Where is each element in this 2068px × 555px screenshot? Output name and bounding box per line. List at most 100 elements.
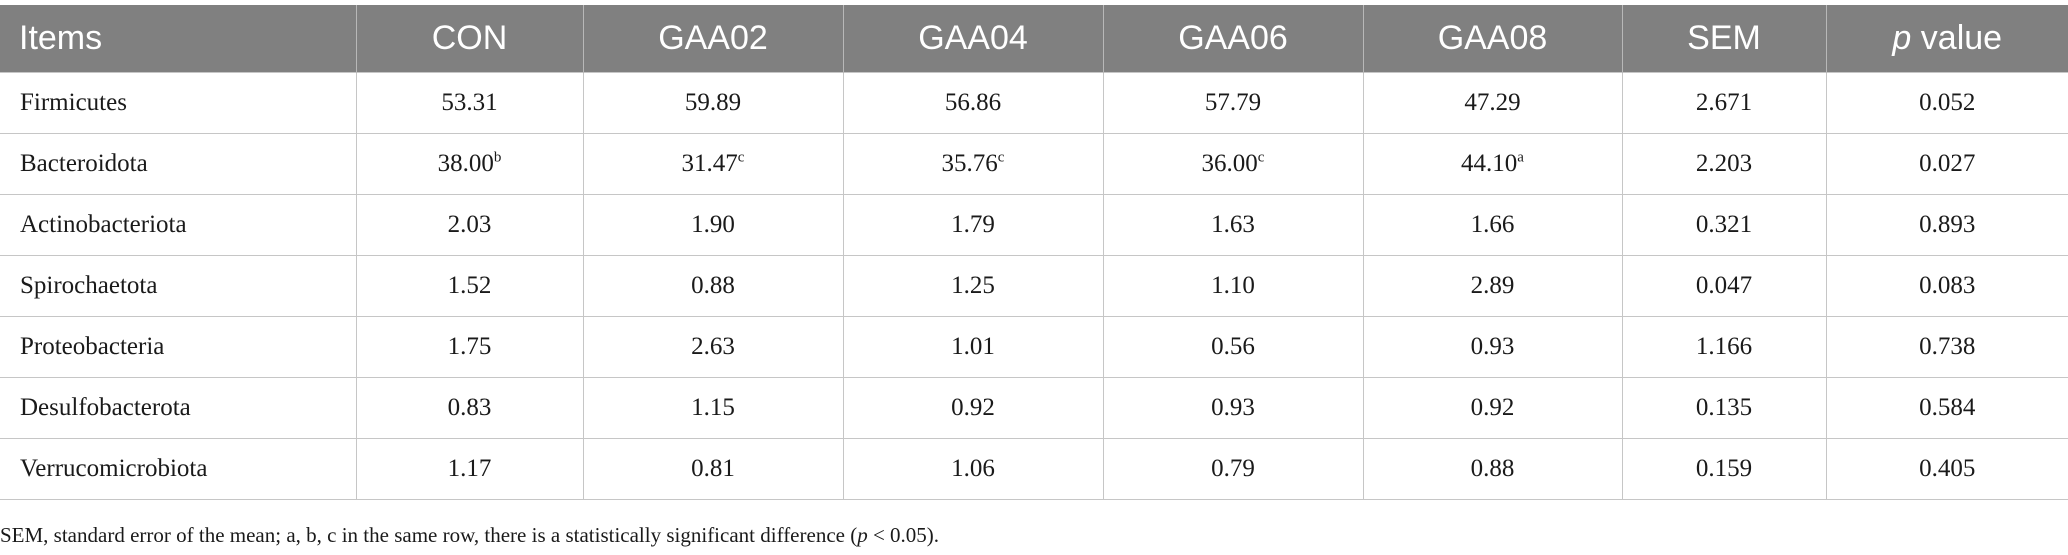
header-gaa02: GAA02 (582, 5, 843, 73)
cell-value: 57.79 (1204, 89, 1262, 116)
cell-value: 1.15 (691, 394, 735, 421)
cell-value: 1.25 (951, 272, 995, 299)
cell-gaa04: 1.06 (842, 438, 1103, 500)
table-container: Items CON GAA02 GAA04 GAA06 GAA08 SEM p … (0, 5, 2068, 500)
cell-gaa04: 1.25 (842, 255, 1103, 317)
row-label: Spirochaetota (0, 255, 356, 317)
cell-sem: 0.321 (1621, 194, 1826, 256)
cell-value: 0.88 (691, 272, 735, 299)
table-row: Desulfobacterota 0.83 1.15 0.92 0.93 0.92 0.13… (0, 377, 2068, 439)
table-row: Proteobacteria 1.75 2.63 1.01 0.56 0.93 1.166 0… (0, 316, 2068, 378)
cell-value: 1.75 (447, 333, 492, 360)
cell-value: 0.92 (951, 394, 995, 421)
cell-sem: 1.166 (1621, 316, 1826, 378)
cell-value: 2.203 (1695, 150, 1753, 177)
table-header-row: Items CON GAA02 GAA04 GAA06 GAA08 SEM p … (0, 5, 2068, 73)
header-p-value: p value (1825, 5, 2068, 73)
cell-gaa08: 0.92 (1362, 377, 1622, 439)
cell-value: 0.405 (1919, 455, 1976, 482)
cell-value: 53.31 (441, 89, 498, 116)
significance-letter: a (1517, 149, 1524, 166)
cell-value: 1.06 (951, 455, 995, 482)
cell-value: 0.83 (447, 394, 492, 421)
cell-value: 2.03 (447, 211, 492, 238)
cell-value: 1.79 (951, 211, 995, 238)
cell-value: 1.66 (1470, 211, 1515, 238)
table-row: Spirochaetota 1.52 0.88 1.25 1.10 2.89 0.047 0.… (0, 255, 2068, 317)
cell-p-value: 0.052 (1825, 72, 2068, 134)
cell-value: 1.10 (1211, 272, 1255, 299)
cell-gaa04: 0.92 (842, 377, 1103, 439)
table-row: Firmicutes 53.31 59.89 56.86 57.79 47.29 2.671… (0, 72, 2068, 134)
cell-p-value: 0.027 (1825, 133, 2068, 195)
cell-gaa04: 1.01 (842, 316, 1103, 378)
cell-value: 44.10 (1461, 150, 1518, 177)
cell-value: 31.47 (681, 150, 738, 177)
cell-value: 59.89 (684, 89, 742, 116)
cell-value: 0.893 (1919, 211, 1976, 238)
p-value-label: value (1920, 19, 2003, 57)
cell-gaa06: 1.63 (1102, 194, 1363, 256)
cell-gaa02: 31.47c (582, 133, 843, 195)
cell-con: 0.83 (355, 377, 583, 439)
cell-con: 2.03 (355, 194, 583, 256)
row-label: Bacteroidota (0, 133, 356, 195)
cell-gaa06: 0.56 (1102, 316, 1363, 378)
row-label: Desulfobacterota (0, 377, 356, 439)
row-label: Verrucomicrobiota (0, 438, 356, 500)
cell-value: 1.01 (951, 333, 995, 360)
cell-value: 35.76 (941, 150, 998, 177)
cell-value: 0.321 (1695, 211, 1753, 238)
cell-sem: 2.203 (1621, 133, 1826, 195)
cell-p-value: 0.738 (1825, 316, 2068, 378)
table-row: Bacteroidota 38.00b 31.47c 35.76c 36.00c 44.1… (0, 133, 2068, 195)
cell-value: 36.00 (1201, 150, 1258, 177)
cell-value: 1.90 (691, 211, 735, 238)
cell-value: 0.81 (691, 455, 735, 482)
cell-value: 0.93 (1211, 394, 1255, 421)
data-table: Items CON GAA02 GAA04 GAA06 GAA08 SEM p … (0, 5, 2068, 500)
cell-gaa06: 57.79 (1102, 72, 1363, 134)
cell-sem: 2.671 (1621, 72, 1826, 134)
significance-letter: b (493, 149, 502, 166)
cell-value: 2.89 (1470, 272, 1515, 299)
cell-value: 1.52 (447, 272, 492, 299)
table-row: Actinobacteriota 2.03 1.90 1.79 1.63 1.66 0.32… (0, 194, 2068, 256)
header-gaa04: GAA04 (842, 5, 1103, 73)
footnote-text: SEM, standard error of the mean; a, b, c… (0, 523, 858, 547)
cell-gaa02: 0.81 (582, 438, 843, 500)
cell-value: 2.63 (691, 333, 735, 360)
cell-gaa02: 2.63 (582, 316, 843, 378)
cell-gaa02: 1.90 (582, 194, 843, 256)
cell-p-value: 0.584 (1825, 377, 2068, 439)
cell-gaa02: 59.89 (582, 72, 843, 134)
cell-gaa02: 0.88 (582, 255, 843, 317)
cell-gaa04: 1.79 (842, 194, 1103, 256)
header-gaa08: GAA08 (1362, 5, 1622, 73)
cell-con: 1.52 (355, 255, 583, 317)
cell-value: 0.79 (1211, 455, 1255, 482)
footnote-p-symbol: p (857, 523, 868, 547)
cell-gaa06: 36.00c (1102, 133, 1363, 195)
cell-value: 0.738 (1919, 333, 1976, 360)
footnote-text-end: < 0.05). (867, 523, 940, 547)
cell-value: 0.56 (1211, 333, 1255, 360)
header-items: Items (0, 5, 356, 73)
table-body: Firmicutes 53.31 59.89 56.86 57.79 47.29 2.671… (0, 72, 2068, 500)
significance-letter: c (1257, 149, 1265, 166)
cell-value: 2.671 (1695, 89, 1753, 116)
cell-gaa04: 35.76c (842, 133, 1103, 195)
row-label: Actinobacteriota (0, 194, 356, 256)
cell-gaa08: 47.29 (1362, 72, 1622, 134)
cell-p-value: 0.083 (1825, 255, 2068, 317)
cell-gaa06: 0.93 (1102, 377, 1363, 439)
cell-value: 38.00 (437, 150, 494, 177)
cell-sem: 0.159 (1621, 438, 1826, 500)
cell-value: 1.63 (1211, 211, 1255, 238)
cell-con: 53.31 (355, 72, 583, 134)
cell-value: 47.29 (1464, 89, 1521, 116)
header-sem: SEM (1621, 5, 1826, 73)
cell-sem: 0.047 (1621, 255, 1826, 317)
cell-gaa08: 0.93 (1362, 316, 1622, 378)
header-gaa06: GAA06 (1102, 5, 1363, 73)
